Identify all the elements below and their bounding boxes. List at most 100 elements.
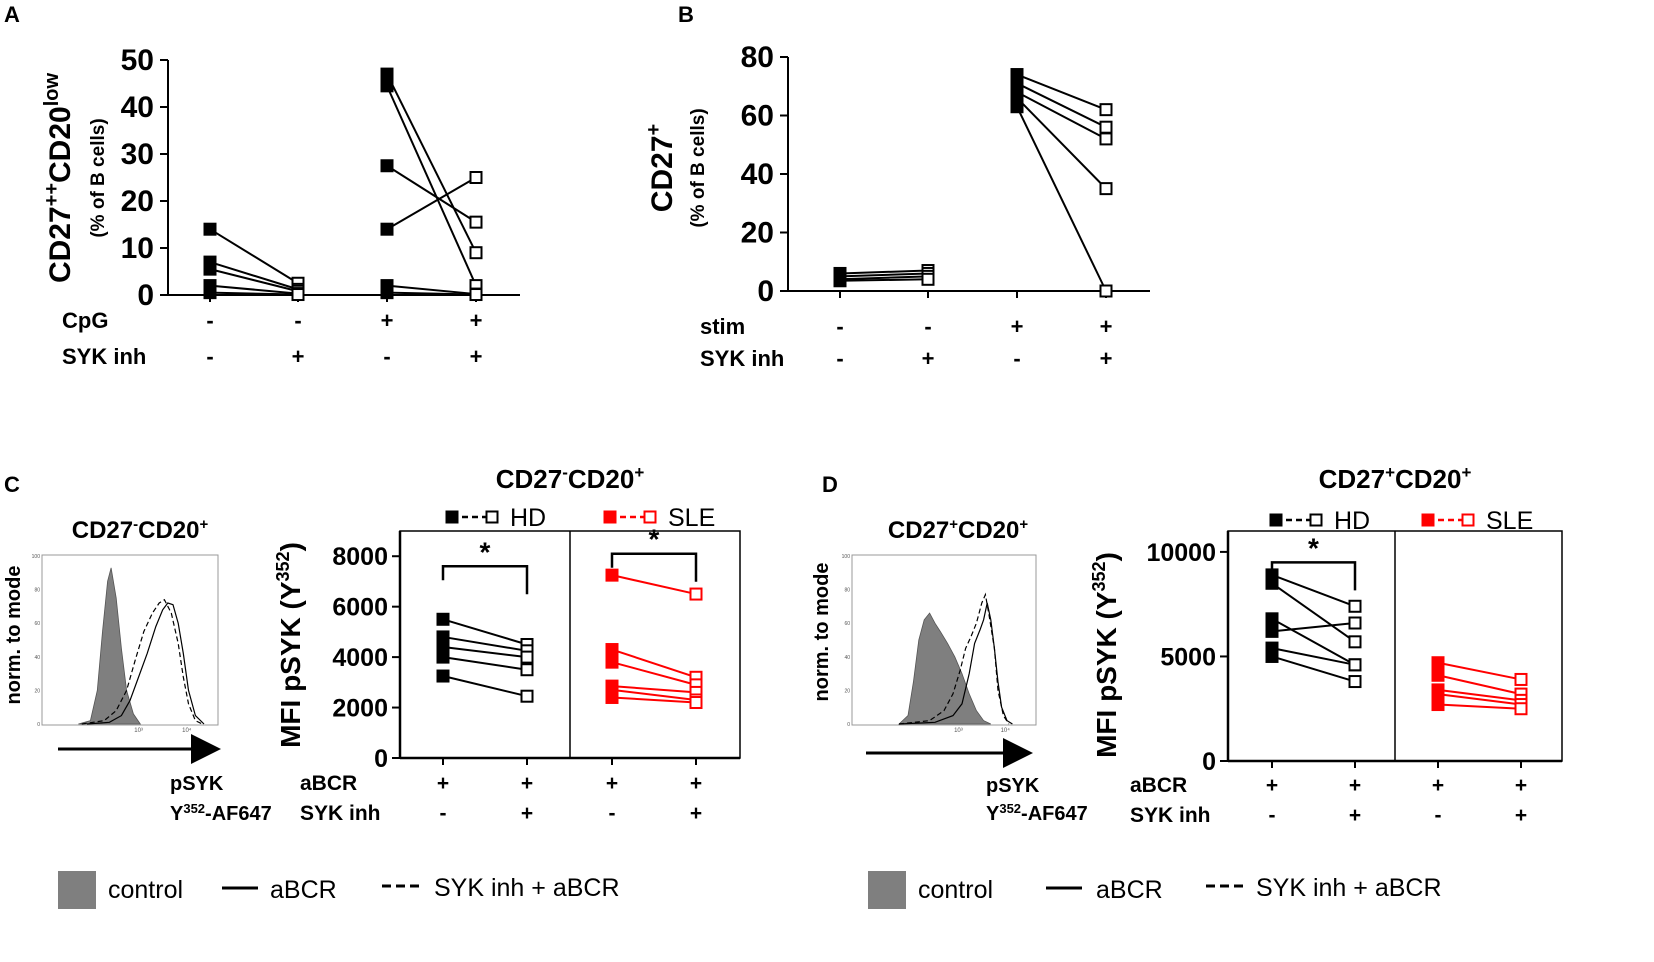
pair-line-sle (611, 685, 697, 694)
pair-line-sle (611, 696, 697, 704)
condition-value: - (206, 308, 213, 333)
data-point-filled (1010, 100, 1024, 114)
data-point-open-sle (689, 587, 703, 601)
pair-line-sle (611, 688, 697, 701)
data-point-open (1099, 182, 1113, 196)
y-tick-label: 40 (741, 158, 774, 191)
condition-label: aBCR (300, 772, 357, 795)
condition-value: - (1435, 804, 1442, 827)
chart-c-histogram-xlabel-2: Y352-AF647 (170, 801, 272, 825)
chart-c-histogram-title: CD27-CD20+ (72, 516, 209, 544)
histogram-tick-label: 100 (32, 554, 41, 560)
condition-label: aBCR (1130, 774, 1187, 797)
pair-line-sle (1437, 688, 1522, 702)
legend-label-sle: SLE (1486, 507, 1533, 535)
data-point-open-sle (689, 696, 703, 710)
data-point-open (1099, 132, 1113, 146)
legend-marker-filled (1421, 513, 1435, 527)
pair-line (839, 269, 929, 275)
y-tick-label: 4000 (332, 644, 388, 672)
pair-line (209, 291, 299, 296)
pair-line (1016, 91, 1107, 140)
histogram-x-tick-label: 10³ (954, 728, 963, 734)
condition-label: SYK inh (300, 802, 381, 825)
condition-value: - (440, 802, 447, 825)
histogram-control-fill (78, 567, 142, 725)
condition-value: - (924, 314, 931, 339)
legend-marker-open (1309, 513, 1323, 527)
histogram-syk-abcr-line (81, 598, 203, 725)
data-point-open (1099, 103, 1113, 117)
y-tick-label: 30 (121, 138, 154, 171)
significance-star: * (649, 524, 660, 555)
data-point-open (1099, 120, 1113, 134)
data-point-open (469, 171, 483, 184)
data-point-open (469, 215, 483, 229)
condition-value: + (1515, 804, 1527, 827)
condition-value: + (1349, 804, 1361, 827)
data-point-open-hd (1348, 616, 1362, 630)
chart-b-ylabel: CD27+ (643, 124, 679, 212)
data-point-open-hd (1348, 635, 1362, 649)
pair-line-hd (442, 656, 528, 671)
legend-label-sle: SLE (668, 504, 715, 532)
condition-value: + (292, 344, 305, 369)
panel-letter-c: C (4, 472, 20, 497)
data-point-filled (203, 222, 217, 236)
data-point-open-hd (520, 689, 534, 703)
pair-line (209, 284, 299, 295)
histogram-x-tick-label: 10⁴ (1001, 727, 1011, 734)
significance-bracket (441, 565, 529, 595)
y-tick-label: 2000 (332, 695, 388, 723)
histogram-tick-label: 20 (34, 688, 40, 694)
condition-value: - (206, 344, 213, 369)
significance-star: * (480, 536, 491, 567)
data-point-filled-sle (1431, 656, 1445, 670)
condition-value: + (922, 346, 935, 371)
chart-d-histogram: 0 20 40 60 80 100 10³ 10⁴ (842, 554, 1013, 734)
condition-value: + (1266, 774, 1278, 797)
chart-b-ylabel-sub: (% of B cells) (688, 108, 709, 227)
condition-label: CpG (62, 308, 108, 333)
data-point-filled-sle (1431, 687, 1445, 701)
pair-line-hd (442, 646, 528, 659)
pair-line-hd (1271, 622, 1356, 633)
pair-line-hd (1271, 617, 1356, 666)
chart-a-ylabel: CD27++CD20low (41, 73, 77, 284)
pair-line (209, 228, 299, 285)
legend-marker-open (485, 510, 499, 524)
data-point-open-sle (1514, 702, 1528, 716)
legend-marker-open (643, 510, 657, 524)
data-point-filled-hd (436, 650, 450, 664)
data-point-open-hd (520, 663, 534, 677)
pair-line (839, 275, 929, 281)
pair-line (209, 261, 299, 291)
data-point-filled-hd (1265, 576, 1279, 590)
histogram-tick-label: 60 (844, 621, 850, 627)
significance-bracket (1270, 561, 1357, 591)
legend-control-swatch (58, 871, 96, 909)
legend-abcr-label: aBCR (1096, 876, 1163, 904)
data-point-filled-sle (605, 655, 619, 669)
condition-value: + (690, 772, 702, 795)
panel-letter-a: A (4, 2, 20, 27)
legend-abcr-label: aBCR (270, 876, 337, 904)
condition-value: + (606, 772, 618, 795)
legend-label-hd: HD (510, 504, 546, 532)
condition-label: stim (700, 314, 745, 339)
data-point-open (469, 288, 483, 302)
data-point-open (1099, 284, 1113, 298)
y-tick-label: 6000 (332, 594, 388, 622)
histogram-abcr-line (86, 602, 205, 725)
pair-line-hd (1271, 647, 1356, 666)
histogram-tick-label: 40 (34, 655, 40, 661)
condition-value: + (1011, 314, 1024, 339)
legend-control-swatch (868, 871, 906, 909)
data-point-filled (380, 79, 394, 93)
condition-value: + (381, 308, 394, 333)
histogram-control-fill (897, 612, 991, 725)
condition-value: + (1432, 774, 1444, 797)
chart-a: CD27++CD20low (% of B cells) 0 10 20 30 40 50… (41, 44, 520, 369)
condition-value: - (836, 346, 843, 371)
condition-value: - (1013, 346, 1020, 371)
